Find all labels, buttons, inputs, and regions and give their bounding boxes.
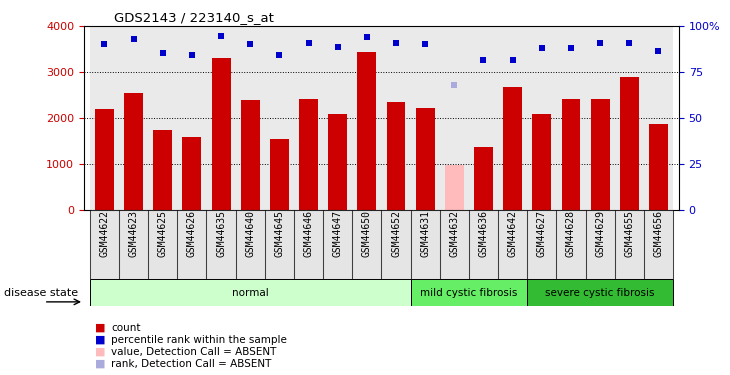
Bar	[236, 26, 265, 210]
Bar	[328, 114, 347, 210]
Bar	[265, 26, 294, 210]
Bar	[615, 210, 644, 279]
Text: GSM44642: GSM44642	[507, 210, 518, 257]
Bar	[236, 210, 265, 279]
Text: ■: ■	[95, 335, 105, 345]
Bar	[124, 93, 143, 210]
Bar	[469, 210, 498, 279]
Bar	[503, 87, 522, 210]
Text: normal: normal	[232, 288, 269, 297]
Bar	[644, 26, 673, 210]
Bar	[469, 26, 498, 210]
Bar	[381, 210, 410, 279]
Bar	[381, 26, 410, 210]
Bar	[649, 124, 668, 210]
Bar	[212, 58, 231, 210]
Bar	[527, 279, 673, 306]
Bar	[410, 26, 439, 210]
Text: GSM44635: GSM44635	[216, 210, 226, 257]
Bar	[353, 26, 381, 210]
Text: mild cystic fibrosis: mild cystic fibrosis	[420, 288, 518, 297]
Bar	[119, 26, 148, 210]
Bar	[148, 26, 177, 210]
Bar	[439, 210, 469, 279]
Bar	[585, 210, 615, 279]
Bar	[270, 139, 289, 210]
Text: ■: ■	[95, 323, 105, 333]
Text: GSM44646: GSM44646	[304, 210, 313, 257]
Bar	[241, 100, 260, 210]
Bar	[532, 114, 551, 210]
Bar	[410, 279, 527, 306]
Bar	[323, 210, 353, 279]
Bar	[386, 102, 405, 210]
Text: count: count	[111, 323, 140, 333]
Bar	[153, 130, 172, 210]
Bar	[498, 210, 527, 279]
Bar	[556, 210, 585, 279]
Bar	[294, 26, 323, 210]
Bar	[90, 279, 410, 306]
Text: disease state: disease state	[4, 288, 78, 297]
Bar	[615, 26, 644, 210]
Bar	[474, 147, 493, 210]
Text: GSM44628: GSM44628	[566, 210, 576, 257]
Bar	[323, 26, 353, 210]
Text: GSM44623: GSM44623	[128, 210, 139, 257]
Bar	[177, 26, 207, 210]
Text: GDS2143 / 223140_s_at: GDS2143 / 223140_s_at	[114, 11, 274, 24]
Text: ■: ■	[95, 359, 105, 369]
Bar	[556, 26, 585, 210]
Text: GSM44640: GSM44640	[245, 210, 255, 257]
Text: GSM44656: GSM44656	[653, 210, 664, 257]
Bar	[358, 53, 377, 210]
Text: GSM44622: GSM44622	[99, 210, 109, 257]
Text: percentile rank within the sample: percentile rank within the sample	[111, 335, 287, 345]
Bar	[148, 210, 177, 279]
Bar	[177, 210, 207, 279]
Bar	[445, 165, 464, 210]
Bar	[207, 210, 236, 279]
Bar	[265, 210, 294, 279]
Bar	[591, 99, 610, 210]
Text: GSM44655: GSM44655	[624, 210, 634, 257]
Text: rank, Detection Call = ABSENT: rank, Detection Call = ABSENT	[111, 359, 272, 369]
Text: severe cystic fibrosis: severe cystic fibrosis	[545, 288, 655, 297]
Text: value, Detection Call = ABSENT: value, Detection Call = ABSENT	[111, 347, 277, 357]
Bar	[527, 26, 556, 210]
Text: GSM44629: GSM44629	[595, 210, 605, 257]
Bar	[294, 210, 323, 279]
Text: ■: ■	[95, 347, 105, 357]
Text: GSM44626: GSM44626	[187, 210, 197, 257]
Bar	[561, 99, 580, 210]
Bar	[182, 136, 201, 210]
Bar	[353, 210, 381, 279]
Text: GSM44636: GSM44636	[478, 210, 488, 257]
Text: GSM44631: GSM44631	[420, 210, 430, 257]
Bar	[90, 210, 119, 279]
Bar	[410, 210, 439, 279]
Text: GSM44647: GSM44647	[333, 210, 342, 257]
Bar	[498, 26, 527, 210]
Bar	[620, 77, 639, 210]
Bar	[585, 26, 615, 210]
Bar	[207, 26, 236, 210]
Text: GSM44632: GSM44632	[450, 210, 459, 257]
Bar	[299, 99, 318, 210]
Bar	[439, 26, 469, 210]
Bar	[119, 210, 148, 279]
Bar	[644, 210, 673, 279]
Text: GSM44625: GSM44625	[158, 210, 168, 257]
Text: GSM44645: GSM44645	[274, 210, 285, 257]
Bar	[95, 109, 114, 210]
Bar	[527, 210, 556, 279]
Text: GSM44627: GSM44627	[537, 210, 547, 257]
Text: GSM44652: GSM44652	[391, 210, 401, 257]
Bar	[90, 26, 119, 210]
Text: GSM44650: GSM44650	[362, 210, 372, 257]
Bar	[415, 108, 434, 210]
